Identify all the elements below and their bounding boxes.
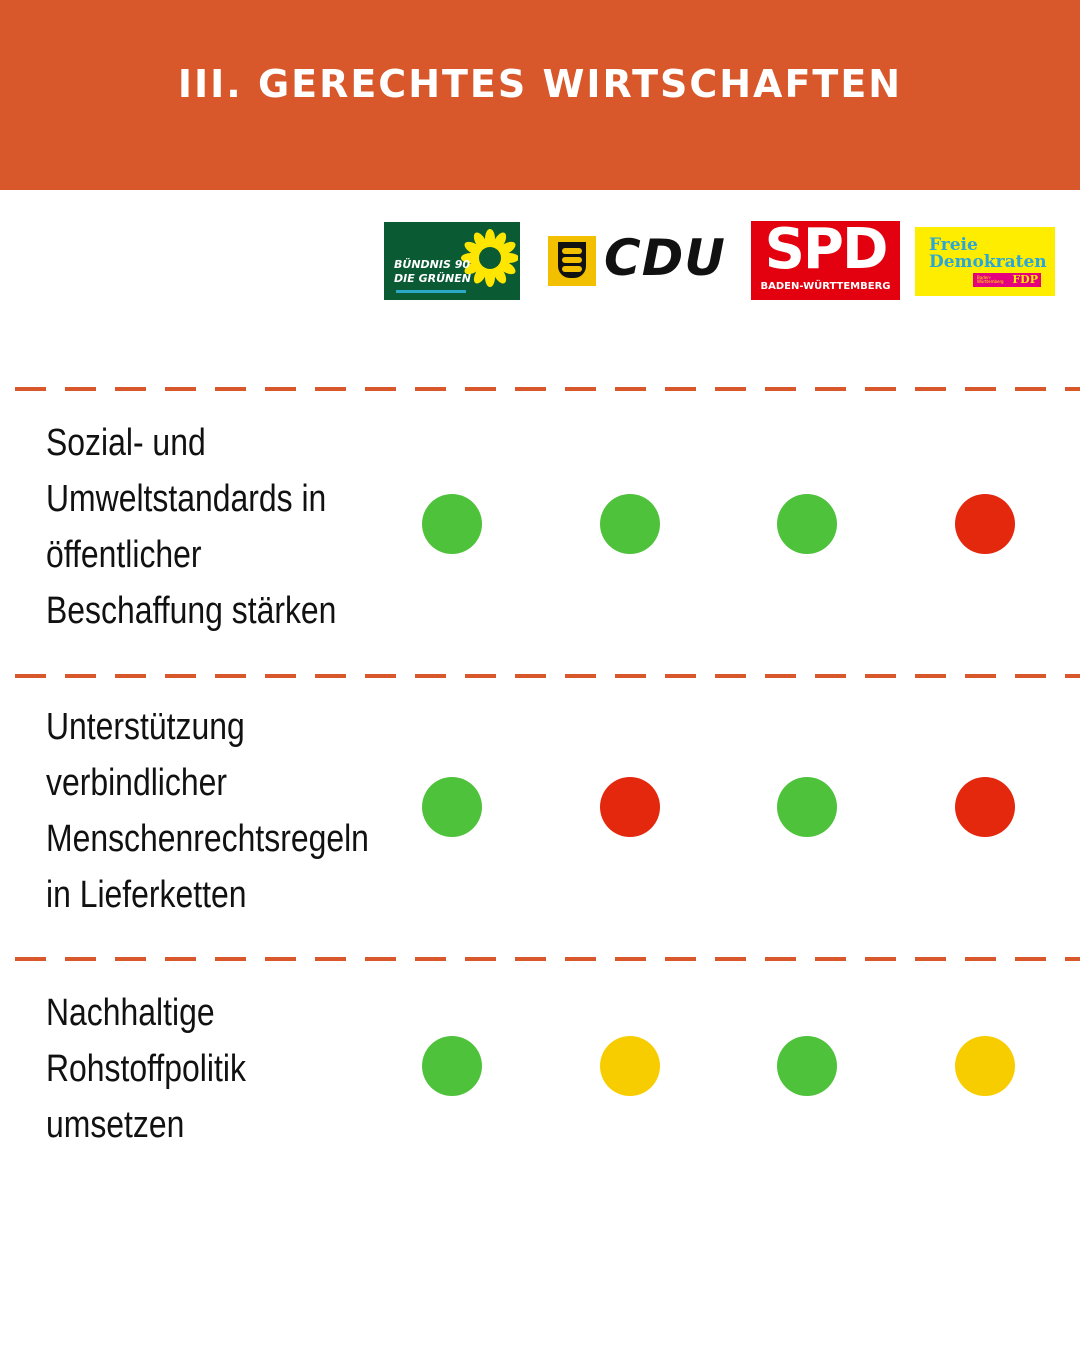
spd-logo: SPD BADEN-WÜRTTEMBERG [751, 221, 900, 300]
fdp-badge-text: FDP [1012, 273, 1038, 286]
gruene-logo-text: BÜNDNIS 90 DIE GRÜNEN [394, 258, 471, 286]
rating-dot-fdp [955, 777, 1015, 837]
lion-icon [562, 248, 582, 254]
rating-dot-gruene [422, 777, 482, 837]
cdu-logo-text: CDU [604, 233, 726, 287]
spd-logo-text: SPD [764, 221, 889, 282]
fdp-logo-line-2: Demokraten [929, 252, 1047, 272]
gruene-logo-line-2: DIE GRÜNEN [394, 272, 471, 285]
fdp-badge: Baden- Württemberg FDP [973, 273, 1041, 287]
fdp-logo: Freie Demokraten Baden- Württemberg FDP [915, 227, 1055, 296]
dashed-divider [15, 957, 1080, 961]
sunflower-icon [461, 229, 518, 287]
rating-dot-spd [777, 494, 837, 554]
rating-dot-gruene [422, 1036, 482, 1096]
fdp-badge-region: Baden- Württemberg [977, 276, 1004, 284]
row-label-menschenrechtsregeln: Unterstützung verbindlicher Menschenrech… [46, 706, 369, 916]
rating-dot-cdu [600, 777, 660, 837]
spd-logo-subtitle: BADEN-WÜRTTEMBERG [760, 281, 891, 292]
rating-dot-spd [777, 1036, 837, 1096]
rating-dot-cdu [600, 1036, 660, 1096]
gruene-logo-line-1: BÜNDNIS 90 [394, 258, 471, 271]
fdp-logo-line-1: Freie [929, 235, 978, 255]
fdp-logo-text: Freie Demokraten [929, 237, 1047, 271]
dashed-divider [15, 674, 1080, 678]
cdu-logo: CDU [548, 233, 730, 289]
lion-icon [562, 266, 582, 272]
dashed-divider [15, 387, 1080, 391]
rating-dot-gruene [422, 494, 482, 554]
lion-icon [562, 257, 582, 263]
gruene-logo-bar [396, 290, 466, 293]
rating-dot-fdp [955, 494, 1015, 554]
fdp-badge-region-line-1: Baden- [977, 275, 992, 280]
crest-shield [558, 242, 586, 278]
row-label-sozial-umweltstandards: Sozial- und Umweltstandards in öffentlic… [46, 422, 337, 632]
crest-icon [548, 236, 596, 286]
rating-dot-cdu [600, 494, 660, 554]
row-label-rohstoffpolitik: Nachhaltige Rohstoffpolitik umsetzen [46, 992, 246, 1146]
header-banner: III. GERECHTES WIRTSCHAFTEN [0, 0, 1080, 190]
rating-dot-spd [777, 777, 837, 837]
gruene-logo: BÜNDNIS 90 DIE GRÜNEN [384, 222, 520, 300]
fdp-badge-region-line-2: Württemberg [977, 279, 1004, 284]
rating-dot-fdp [955, 1036, 1015, 1096]
page-title: III. GERECHTES WIRTSCHAFTEN [177, 62, 903, 106]
